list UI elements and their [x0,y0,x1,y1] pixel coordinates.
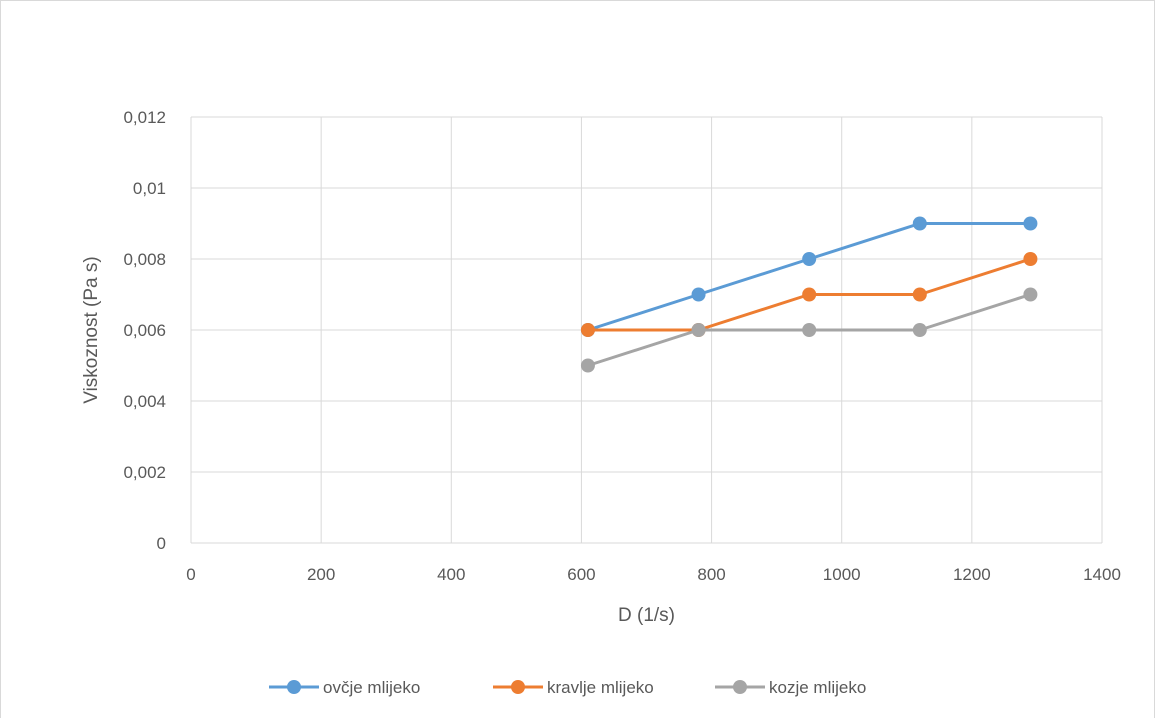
y-tick-label: 0,006 [123,321,166,340]
data-point [802,252,817,266]
legend-item: ovčje mlijeko [269,678,420,697]
legend-marker [287,680,301,694]
y-tick-label: 0,012 [123,108,166,127]
x-tick-label: 200 [307,565,335,584]
legend-label: kravlje mlijeko [547,678,654,697]
y-tick-label: 0,008 [123,250,166,269]
data-point [912,216,927,231]
legend-item: kozje mlijeko [715,678,866,697]
data-point [802,323,817,337]
y-axis-title: Viskoznost (Pa s) [81,256,102,403]
legend-item: kravlje mlijeko [493,678,654,697]
y-tick-label: 0 [157,534,166,553]
y-tick-label: 0,002 [123,463,166,482]
series-0 [580,216,1038,337]
data-point [1023,287,1038,302]
data-point [912,323,927,337]
data-point [691,323,706,337]
x-tick-label: 800 [697,565,725,584]
tick-labels: 0 200 400 600 800 1000 1200 1400 0 0,002 0,004 0,00… [123,108,1120,584]
legend-marker [511,680,525,694]
y-tick-label: 0,01 [133,179,166,198]
series-lines [580,216,1038,373]
legend-label: ovčje mlijeko [323,678,420,697]
data-point [580,323,595,337]
legend: ovčje mlijeko kravlje mlijeko kozje mlijek… [269,678,866,697]
series-2 [580,287,1038,373]
legend-marker [733,680,747,694]
legend-label: kozje mlijeko [769,678,866,697]
x-tick-label: 600 [567,565,595,584]
data-point [912,287,927,302]
data-point [691,287,706,302]
x-axis-title: D (1/s) [618,605,675,626]
data-point [1023,216,1038,231]
x-tick-label: 1000 [823,565,861,584]
x-tick-label: 1400 [1083,565,1121,584]
data-point [580,358,595,373]
x-tick-label: 1200 [953,565,991,584]
data-point [802,287,817,302]
y-tick-label: 0,004 [123,392,166,411]
x-tick-label: 400 [437,565,465,584]
x-tick-label: 0 [186,565,195,584]
series-line [587,222,1031,332]
data-point [1023,252,1038,266]
